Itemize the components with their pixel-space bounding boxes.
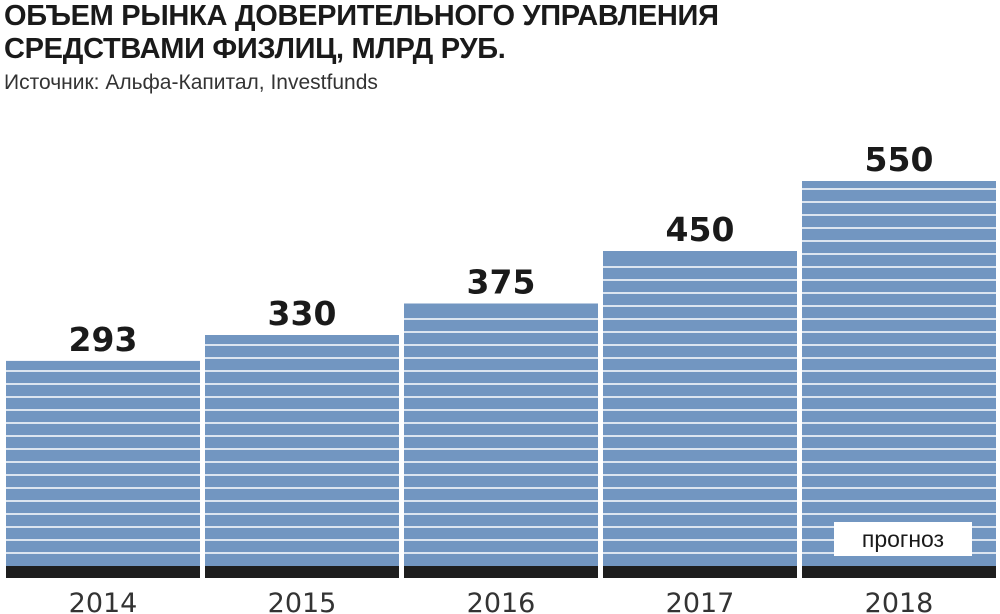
bar-base-2017 [603, 566, 797, 578]
value-label-2017: 450 [666, 210, 735, 249]
forecast-badge [834, 522, 972, 556]
bar-2018 [802, 181, 996, 566]
source-note: Источник: Альфа-Капитал, Investfunds [4, 71, 378, 94]
bar-2016 [404, 303, 598, 566]
bar-2017 [603, 251, 797, 566]
bar-group-2017: 450 2017 [603, 210, 797, 614]
bar-group-2018: 550 2018 прогноз [802, 140, 996, 614]
bar-base-2015 [205, 566, 399, 578]
value-label-2016: 375 [467, 263, 536, 302]
category-label-2018: 2018 [865, 588, 934, 614]
bar-group-2014: 293 2014 [6, 320, 200, 614]
value-label-2014: 293 [69, 320, 138, 359]
bar-base-2018 [802, 566, 996, 578]
chart-title: ОБЪЕМ РЫНКА ДОВЕРИТЕЛЬНОГО УПРАВЛЕНИЯ СР… [4, 0, 994, 66]
bar-2014 [6, 360, 200, 566]
bar-group-2016: 375 2016 [404, 263, 598, 614]
bar-base-2014 [6, 566, 200, 578]
value-label-2015: 330 [268, 294, 337, 333]
category-label-2016: 2016 [467, 588, 536, 614]
value-label-2018: 550 [865, 140, 934, 179]
chart-title-line2: СРЕДСТВАМИ ФИЗЛИЦ, МЛРД РУБ. [4, 33, 506, 65]
bar-base-2016 [404, 566, 598, 578]
chart-title-line1: ОБЪЕМ РЫНКА ДОВЕРИТЕЛЬНОГО УПРАВЛЕНИЯ [4, 0, 719, 32]
category-label-2017: 2017 [666, 588, 735, 614]
forecast-label: прогноз [862, 526, 944, 552]
category-label-2015: 2015 [268, 588, 337, 614]
bar-group-2015: 330 2015 [205, 294, 399, 614]
bar-2015 [205, 335, 399, 566]
category-label-2014: 2014 [69, 588, 138, 614]
